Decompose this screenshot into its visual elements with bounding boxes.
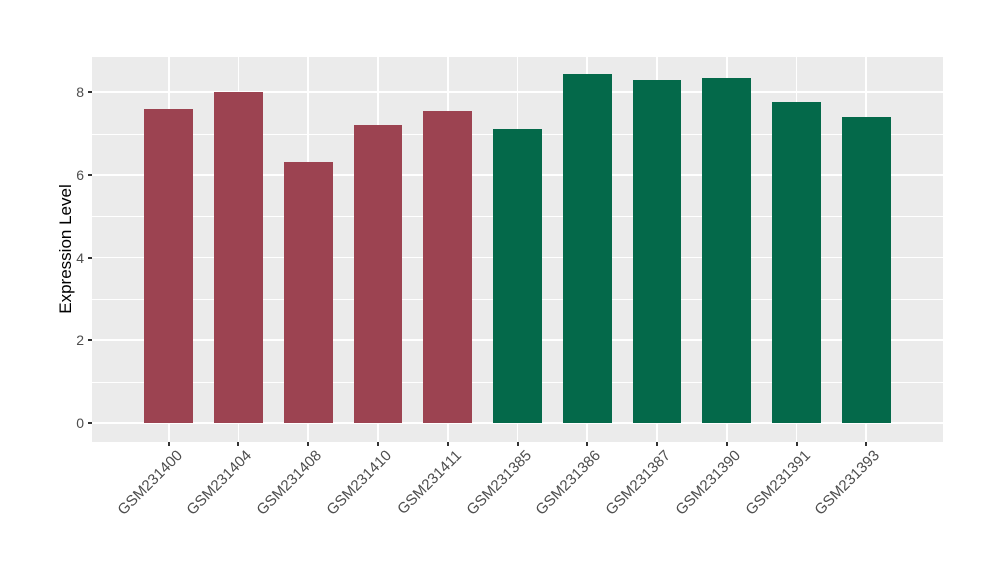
- x-tick-label-GSM231404: GSM231404: [183, 447, 256, 519]
- x-tick-mark-GSM231400: [167, 442, 170, 446]
- x-tick-mark-GSM231391: [795, 442, 798, 446]
- bar-GSM231385: [493, 129, 542, 423]
- bar-GSM231410: [353, 125, 403, 423]
- x-tick-mark-GSM231385: [516, 442, 519, 446]
- y-tick-mark-6: [88, 173, 92, 176]
- y-tick-label-4: 4: [76, 249, 84, 266]
- x-tick-mark-GSM231386: [586, 442, 589, 446]
- y-tick-mark-8: [88, 91, 92, 94]
- x-tick-label-GSM231408: GSM231408: [253, 447, 326, 519]
- x-tick-mark-GSM231393: [865, 442, 868, 446]
- x-tick-mark-GSM231408: [307, 442, 310, 446]
- x-tick-mark-GSM231390: [725, 442, 728, 446]
- x-tick-label-GSM231400: GSM231400: [114, 447, 186, 519]
- x-tick-label-GSM231391: GSM231391: [741, 447, 814, 519]
- bar-GSM231411: [423, 110, 473, 423]
- bar-GSM231391: [772, 102, 821, 423]
- y-tick-label-8: 8: [76, 84, 84, 101]
- bar-GSM231408: [283, 162, 333, 423]
- y-tick-mark-2: [88, 339, 92, 342]
- bar-GSM231404: [214, 92, 263, 423]
- x-tick-label-GSM231390: GSM231390: [672, 447, 744, 519]
- x-tick-label-GSM231393: GSM231393: [811, 447, 884, 519]
- x-tick-mark-GSM231387: [656, 442, 658, 446]
- x-tick-mark-GSM231411: [446, 442, 449, 446]
- y-axis-title: Expression Level: [56, 184, 75, 314]
- bar-GSM231387: [632, 79, 682, 423]
- x-tick-label-GSM231387: GSM231387: [602, 447, 675, 519]
- bar-GSM231390: [702, 77, 752, 423]
- plot-panel: [92, 57, 943, 442]
- x-tick-label-GSM231410: GSM231410: [323, 447, 396, 519]
- y-tick-label-2: 2: [76, 332, 84, 349]
- x-tick-mark-GSM231404: [237, 442, 240, 446]
- y-tick-label-0: 0: [76, 414, 84, 431]
- bar-GSM231400: [144, 108, 194, 423]
- x-tick-label-GSM231386: GSM231386: [532, 447, 605, 519]
- bar-GSM231386: [562, 73, 612, 423]
- x-tick-label-GSM231385: GSM231385: [462, 447, 535, 519]
- y-tick-label-6: 6: [76, 166, 84, 183]
- bar-GSM231393: [841, 116, 891, 423]
- x-tick-label-GSM231411: GSM231411: [393, 447, 465, 518]
- y-tick-mark-0: [88, 421, 92, 424]
- y-tick-mark-4: [88, 256, 92, 259]
- x-tick-mark-GSM231410: [376, 442, 379, 446]
